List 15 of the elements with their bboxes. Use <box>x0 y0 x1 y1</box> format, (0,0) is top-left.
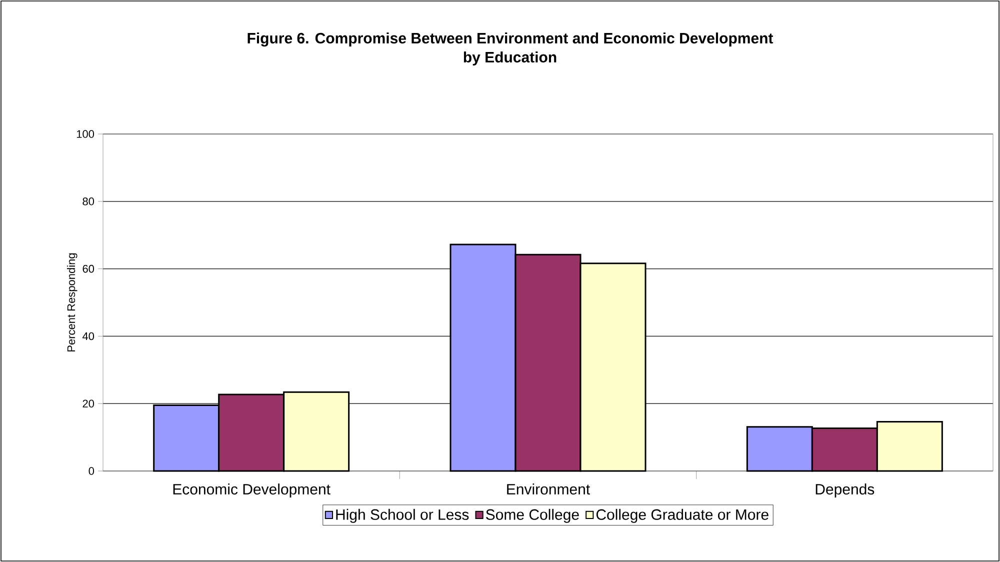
chart-subtitle: by Education <box>464 52 556 66</box>
chart-title: Figure 6. Compromise Between Environment and Economic Development <box>248 32 774 47</box>
y-tick-label: 60 <box>82 264 94 273</box>
y-tick-label: 0 <box>88 467 94 475</box>
legend-label: Some College <box>486 508 579 523</box>
legend-label: High School or Less <box>336 508 469 523</box>
y-tick-label: 100 <box>76 130 94 138</box>
y-tick-label: 40 <box>82 332 94 340</box>
x-tick-label: Economic Development <box>173 484 330 498</box>
y-axis-title: Percent Responding <box>67 253 78 352</box>
x-tick-label: Environment <box>507 484 590 495</box>
y-tick-label: 20 <box>82 400 94 408</box>
y-tick-label: 80 <box>82 198 94 206</box>
x-tick-label: Depends <box>816 484 874 498</box>
legend-label: College Graduate or More <box>596 508 768 523</box>
